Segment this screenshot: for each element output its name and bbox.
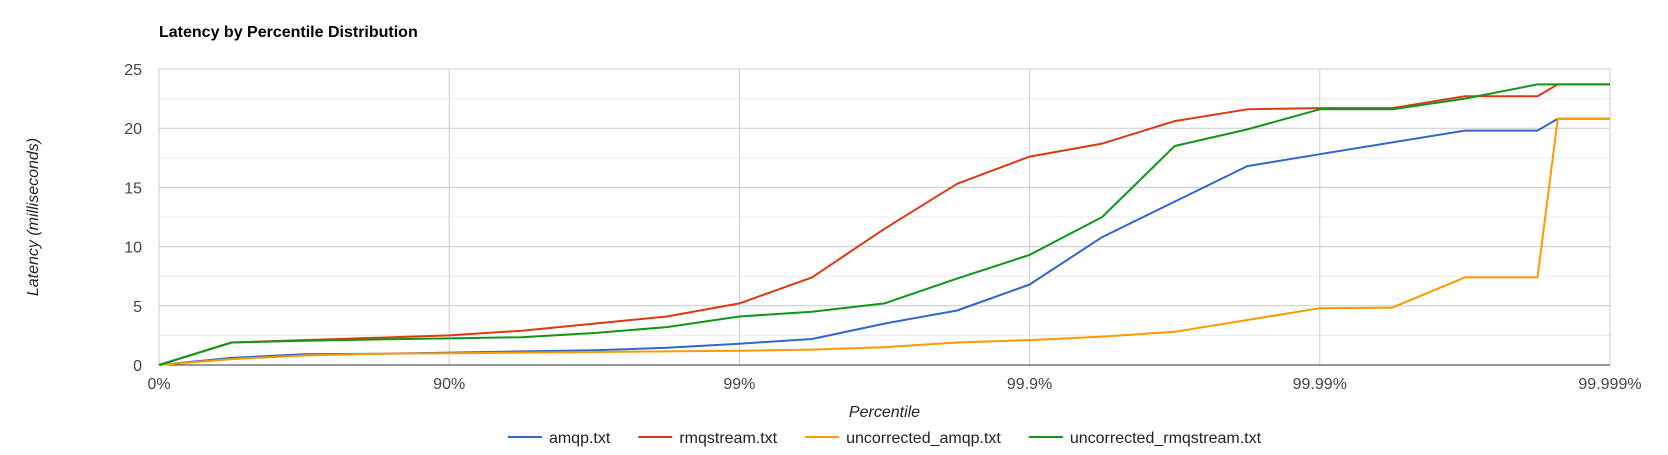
- series-line-uncorrected-rmqstream-txt: [158, 83, 1610, 366]
- y-tick-label: 0: [133, 358, 142, 375]
- y-tick-label: 5: [133, 299, 142, 316]
- x-tick-label: 99.99%: [1293, 376, 1347, 393]
- chart-title: Latency by Percentile Distribution: [159, 24, 418, 41]
- y-tick-label: 15: [124, 180, 142, 197]
- x-tick-label: 0%: [147, 376, 170, 393]
- legend-label: uncorrected_rmqstream.txt: [1070, 430, 1262, 447]
- x-axis-ticks: 0% 90% 99% 99.9% 99.99% 99.999%: [147, 376, 1641, 393]
- x-tick-label: 90%: [433, 376, 465, 393]
- legend: amqp.txt rmqstream.txt uncorrected_amqp.tx…: [507, 430, 1262, 447]
- x-tick-label: 99.999%: [1578, 376, 1641, 393]
- legend-label: rmqstream.txt: [679, 430, 777, 447]
- series-line-uncorrected-amqp-txt: [158, 117, 1610, 366]
- legend-label: uncorrected_amqp.txt: [846, 430, 1001, 447]
- legend-label: amqp.txt: [549, 430, 611, 447]
- y-tick-label: 25: [124, 62, 142, 79]
- x-tick-label: 99%: [723, 376, 755, 393]
- y-tick-label: 10: [124, 240, 142, 257]
- y-axis-label: Latency (milliseconds): [25, 138, 42, 296]
- y-axis-ticks: 0 5 10 15 20 25: [124, 62, 142, 375]
- series-lines: [158, 83, 1610, 366]
- series-line-rmqstream-txt: [158, 83, 1610, 366]
- x-axis-label: Percentile: [849, 404, 920, 421]
- x-tick-label: 99.9%: [1007, 376, 1052, 393]
- y-tick-label: 20: [124, 121, 142, 138]
